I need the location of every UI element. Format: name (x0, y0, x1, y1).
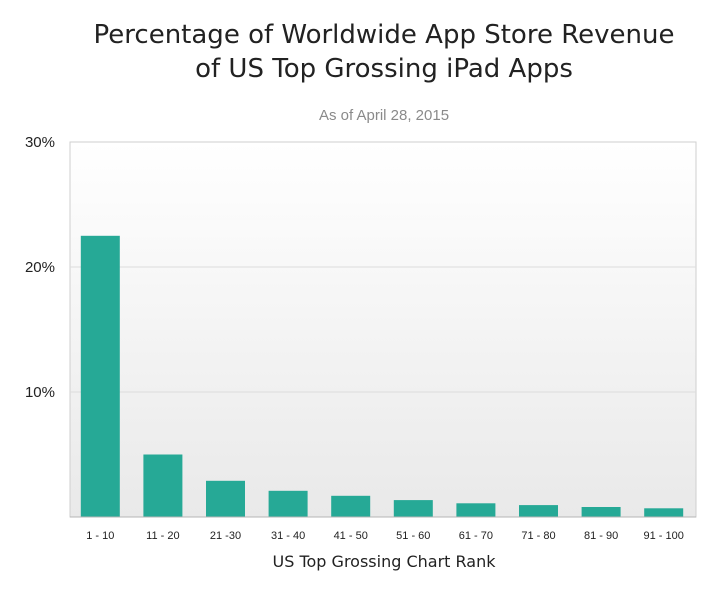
bar (456, 503, 496, 518)
x-tick-label: 21 -30 (210, 530, 241, 542)
x-axis-label: US Top Grossing Chart Rank (272, 552, 496, 571)
x-tick-label: 11 - 20 (146, 530, 179, 542)
bar (206, 480, 245, 518)
chart-title-line-2: of US Top Grossing iPad Apps (195, 54, 573, 84)
bar (143, 454, 183, 517)
y-tick-label: 20% (25, 259, 55, 276)
chart-subtitle: As of April 28, 2015 (318, 107, 450, 124)
bar (80, 235, 120, 518)
bar (519, 505, 558, 517)
bar (581, 507, 621, 517)
x-tick-label: 61 - 70 (459, 530, 493, 542)
bar (268, 490, 308, 518)
y-tick-label: 10% (25, 384, 55, 401)
x-tick-label: 1 - 10 (86, 530, 114, 542)
x-tick-label: 91 - 100 (644, 530, 684, 542)
chart-title-line-1: Percentage of Worldwide App Store Revenu… (93, 20, 675, 50)
x-tick-label: 81 - 90 (584, 530, 618, 542)
bar (331, 495, 371, 518)
x-tick-label: 41 - 50 (334, 530, 368, 542)
x-tick-label: 71 - 80 (521, 530, 555, 542)
x-tick-label: 31 - 40 (271, 530, 305, 542)
y-tick-label: 30% (25, 134, 55, 151)
bar (393, 500, 433, 517)
x-tick-label: 51 - 60 (396, 530, 430, 542)
bar (644, 508, 684, 518)
chart-title: Percentage of Worldwide App Store Revenu… (0, 18, 720, 86)
